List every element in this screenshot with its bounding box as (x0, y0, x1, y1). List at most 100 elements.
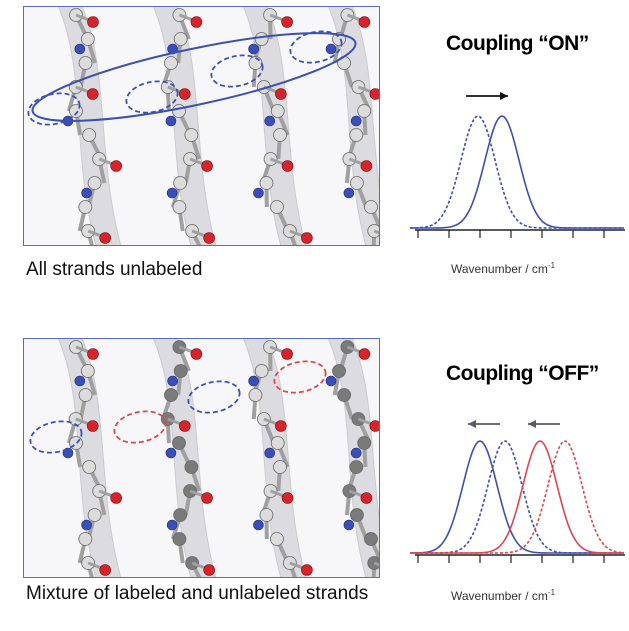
carbon-atom (78, 56, 93, 70)
carbon-atom (263, 340, 277, 354)
oxygen-atom (301, 232, 313, 244)
carbon-atom (273, 128, 287, 142)
carbon-atom (357, 104, 372, 118)
carbonyl-highlight-ellipse (29, 420, 83, 454)
xlabel-top: Wavenumber / cm-1 (451, 261, 555, 276)
carbon-atom (248, 56, 263, 70)
carbon-atom (254, 364, 269, 378)
nitrogen-atom (74, 375, 86, 387)
nitrogen-atom (166, 519, 178, 531)
mixed-strands-image (23, 338, 380, 578)
oxygen-atom (99, 232, 111, 244)
oxygen-atom (281, 348, 293, 360)
carbon-atom (82, 128, 97, 142)
bond (373, 229, 379, 235)
carbon-atom (350, 176, 364, 190)
nitrogen-atom (165, 115, 177, 127)
nitrogen-atom (350, 447, 362, 459)
nitrogen-atom (248, 43, 259, 55)
oxygen-atom (358, 16, 371, 28)
carbonyl-highlight-ellipse (187, 380, 241, 414)
oxygen-atom (87, 348, 99, 360)
nitrogen-atom (253, 519, 264, 531)
unlabeled-band-dashed (410, 440, 624, 554)
labeled-band-dashed (410, 440, 625, 554)
oxygen-atom (275, 420, 287, 432)
carbon-atom (270, 532, 284, 546)
nitrogen-atom (350, 115, 362, 127)
oxygen-atom (281, 492, 294, 504)
carbon-atom (172, 200, 187, 214)
carbon-atom (254, 32, 269, 46)
nitrogen-atom (253, 187, 264, 199)
carbon-atom (164, 388, 178, 402)
oxygen-atom (86, 88, 99, 100)
unlabeled-strands-image (23, 6, 380, 246)
oxygen-atom (281, 160, 294, 172)
carbon-atom (81, 556, 96, 570)
xlabel-bottom-text: Wavenumber / cm (451, 589, 548, 603)
nitrogen-atom (74, 43, 86, 55)
oxygen-atom (99, 564, 111, 576)
oxygen-atom (110, 160, 122, 172)
carbon-atom (350, 508, 364, 522)
carbon-atom (367, 224, 379, 238)
oxygen-atom (301, 564, 313, 576)
carbon-atom (69, 104, 83, 118)
carbon-atom (270, 104, 285, 118)
carbon-atom (184, 460, 199, 474)
oxygen-atom (369, 88, 379, 100)
carbon-atom (82, 460, 97, 474)
shift-arrow-head (500, 92, 508, 100)
oxygen-atom (203, 232, 215, 244)
carbon-atom (270, 200, 284, 214)
carbon-atom (173, 32, 188, 46)
carbon-atom (259, 508, 274, 522)
oxygen-atom (110, 492, 122, 504)
nitrogen-atom (264, 115, 276, 127)
carbon-atom (164, 56, 178, 70)
unlabeled-band-solid (410, 440, 624, 554)
shift-arrow-blue-head (468, 420, 476, 428)
nitrogen-atom (325, 43, 337, 55)
coupling-on-spectrum (410, 92, 625, 238)
oxygen-atom (203, 564, 215, 576)
nitrogen-atom (167, 375, 178, 387)
oxygen-atom (358, 348, 371, 360)
oxygen-atom (201, 160, 213, 172)
oxygen-atom (360, 160, 373, 172)
carbon-atom (248, 388, 263, 402)
carbon-atom (357, 436, 372, 450)
oxygen-atom (360, 492, 373, 504)
carbon-atom (184, 128, 199, 142)
carbon-atom (349, 128, 364, 142)
xlabel-bottom: Wavenumber / cm-1 (451, 588, 555, 603)
nitrogen-atom (343, 187, 355, 199)
oxygen-atom (190, 348, 203, 360)
strand-ribbon (57, 339, 122, 577)
shift-arrow-red-head (528, 420, 536, 428)
carbonyl-highlight-ellipse (210, 54, 264, 88)
oxygen-atom (86, 420, 99, 432)
oxygen-atom (190, 16, 203, 28)
carbon-atom (80, 364, 95, 378)
nitrogen-atom (165, 447, 177, 459)
carbon-atom (270, 436, 285, 450)
caption-unlabeled: All strands unlabeled (26, 259, 203, 280)
beta-sheet-illustration-bottom (29, 339, 379, 577)
carbon-atom (172, 532, 187, 546)
carbon-atom (273, 460, 287, 474)
nitrogen-atom (81, 519, 92, 531)
carbon-atom (78, 200, 93, 214)
oxygen-atom (275, 88, 287, 100)
oxygen-atom (201, 492, 213, 504)
carbon-atom (263, 8, 277, 22)
carbon-atom (364, 200, 378, 214)
carbon-atom (173, 176, 188, 190)
carbonyl-highlight-ellipse (273, 360, 327, 394)
coupled-band-solid (410, 115, 624, 229)
strand-ribbon (327, 7, 379, 245)
xlabel-top-text: Wavenumber / cm (451, 262, 548, 276)
carbon-atom (173, 508, 188, 522)
carbon-atom (337, 388, 351, 402)
